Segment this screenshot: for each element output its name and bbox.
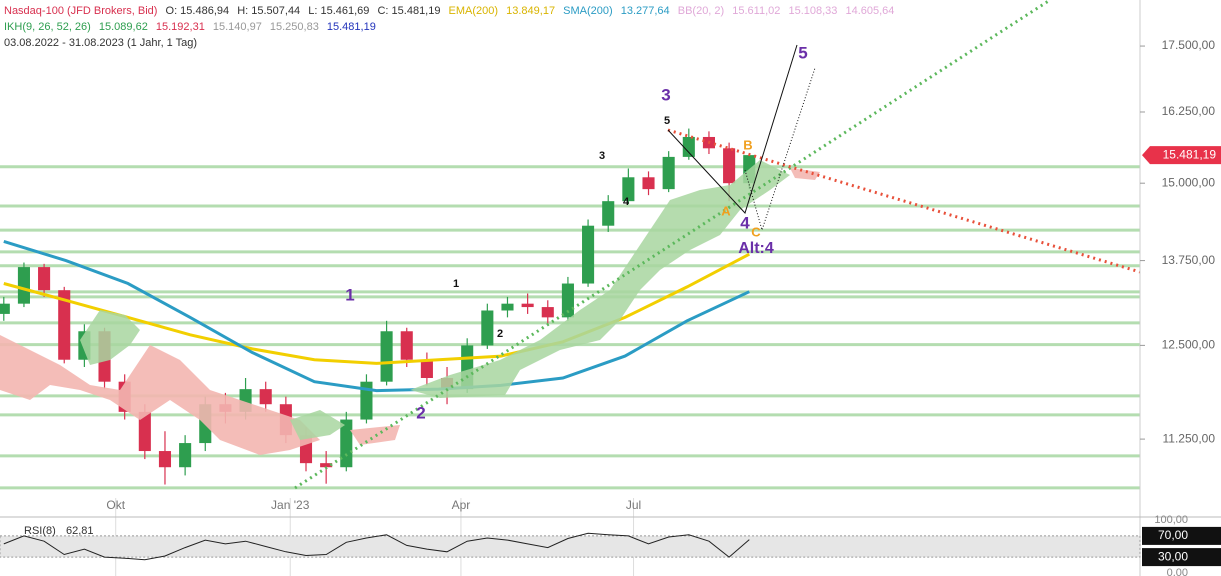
indicator-value: 14.605,64 <box>845 5 895 17</box>
candle-body <box>138 411 151 452</box>
axis-background <box>1140 0 1221 576</box>
tick-box <box>1142 526 1221 545</box>
candle-body <box>561 283 574 318</box>
indicator-value: 15.250,83 <box>269 21 319 33</box>
ma-line <box>3 252 750 365</box>
cloud <box>80 310 140 365</box>
indicator-value: 15.140,97 <box>212 21 262 33</box>
candle-body <box>400 331 413 360</box>
candle-body <box>622 177 635 202</box>
x-tick-label: Jan '23 <box>271 498 310 512</box>
indicator-name: BB(20, 2) <box>677 5 725 17</box>
indicator-name: SMA(200) <box>563 5 613 17</box>
candle-body <box>158 451 172 468</box>
candle-body <box>360 381 373 420</box>
indicator-value: 15.611,02 <box>732 5 781 17</box>
rsi-line <box>3 532 750 561</box>
cloud <box>0 335 320 455</box>
y-tick-label: 12.500,00 <box>1162 338 1216 352</box>
y-tick-label: 17.500,00 <box>1162 38 1216 52</box>
wave-label: 3 <box>599 150 605 162</box>
cloud <box>790 168 820 180</box>
candle-body <box>723 148 736 184</box>
wave-label: Alt:4 <box>738 240 774 257</box>
y-tick-label: 11.250,00 <box>1163 431 1216 445</box>
candle-body <box>682 136 695 157</box>
indicator-value: 15.481,19 <box>326 21 376 33</box>
wave-label: 5 <box>798 43 807 62</box>
indicator-value: 15.108,33 <box>788 5 838 17</box>
rsi-tick-label: 70,00 <box>1158 528 1188 542</box>
wave-label: 2 <box>497 328 503 340</box>
rsi-value: 62,81 <box>66 525 94 537</box>
header-row: 03.08.2022 - 31.08.2023 (1 Jahr, 1 Tag) <box>4 35 899 51</box>
candle-body <box>380 331 393 382</box>
wave-label: 4 <box>740 213 750 232</box>
indicator-name: IKH(9, 26, 52, 26) <box>4 21 91 33</box>
rsi-tick-label: 100,00 <box>1154 514 1188 526</box>
wave-label: C <box>751 224 761 239</box>
candle-body <box>320 463 333 468</box>
candle-body <box>179 443 192 468</box>
cloud <box>290 410 345 440</box>
x-tick-label: Apr <box>452 498 471 512</box>
candle-body <box>582 225 595 284</box>
instrument: Nasdaq-100 (JFD Brokers, Bid) <box>4 5 158 17</box>
header-row: IKH(9, 26, 52, 26) 15.089,62 15.192,31 1… <box>4 19 899 35</box>
candle-body <box>38 267 51 291</box>
y-tick-label: 16.250,00 <box>1162 104 1216 118</box>
wave-label: A <box>721 203 731 218</box>
wave-label: 2 <box>416 403 425 422</box>
wave-label: 1 <box>453 278 459 290</box>
tick-box <box>1142 548 1221 567</box>
candle-body <box>340 419 353 468</box>
candle-body <box>0 303 10 314</box>
wave-label: 4 <box>623 196 630 208</box>
candle-body <box>521 303 534 308</box>
indicator-value: 15.089,62 <box>98 21 148 33</box>
candle-body <box>481 310 494 346</box>
period: 03.08.2022 - 31.08.2023 (1 Jahr, 1 Tag) <box>4 37 198 49</box>
y-tick-label: 13.750,00 <box>1162 253 1216 267</box>
candle-body <box>602 201 615 226</box>
price-tag <box>1142 146 1221 165</box>
rsi-name: RSI(8) <box>24 525 56 537</box>
ohlc: L: 15.461,69 <box>308 5 370 17</box>
rsi-tick-label: 0,00 <box>1167 567 1188 576</box>
wave-label: B <box>743 137 752 152</box>
wave-label: 3 <box>661 85 670 104</box>
candle-body <box>662 156 675 190</box>
y-tick-label: 15.000,00 <box>1162 175 1216 189</box>
wave-label: 5 <box>664 115 670 127</box>
wave-label: 1 <box>345 285 354 304</box>
indicator-value: 13.277,64 <box>620 5 670 17</box>
candle-body <box>642 177 655 190</box>
ohlc: C: 15.481,19 <box>377 5 441 17</box>
price-tag-label: 15.481,19 <box>1163 147 1217 161</box>
trend-line <box>667 128 1141 274</box>
x-tick-label: Okt <box>106 498 125 512</box>
candle-body <box>58 290 71 360</box>
candle-body <box>420 359 433 378</box>
header: Nasdaq-100 (JFD Brokers, Bid) O: 15.486,… <box>4 3 899 51</box>
indicator-name: EMA(200) <box>448 5 499 17</box>
candle-body <box>541 307 554 318</box>
candle-body <box>17 267 30 304</box>
cloud <box>410 160 790 398</box>
rsi-tick-label: 30,00 <box>1158 549 1188 563</box>
header-row: Nasdaq-100 (JFD Brokers, Bid) O: 15.486,… <box>4 3 899 19</box>
ma-line <box>3 239 750 393</box>
candle-body <box>501 303 514 311</box>
cloud <box>350 425 400 445</box>
indicator-value: 15.192,31 <box>155 21 205 33</box>
indicator-value: 13.849,17 <box>506 5 556 17</box>
ohlc: O: 15.486,94 <box>165 5 230 17</box>
x-tick-label: Jul <box>626 498 641 512</box>
wave-line <box>667 44 798 214</box>
ohlc: H: 15.507,44 <box>237 5 301 17</box>
candle-body <box>259 389 272 405</box>
